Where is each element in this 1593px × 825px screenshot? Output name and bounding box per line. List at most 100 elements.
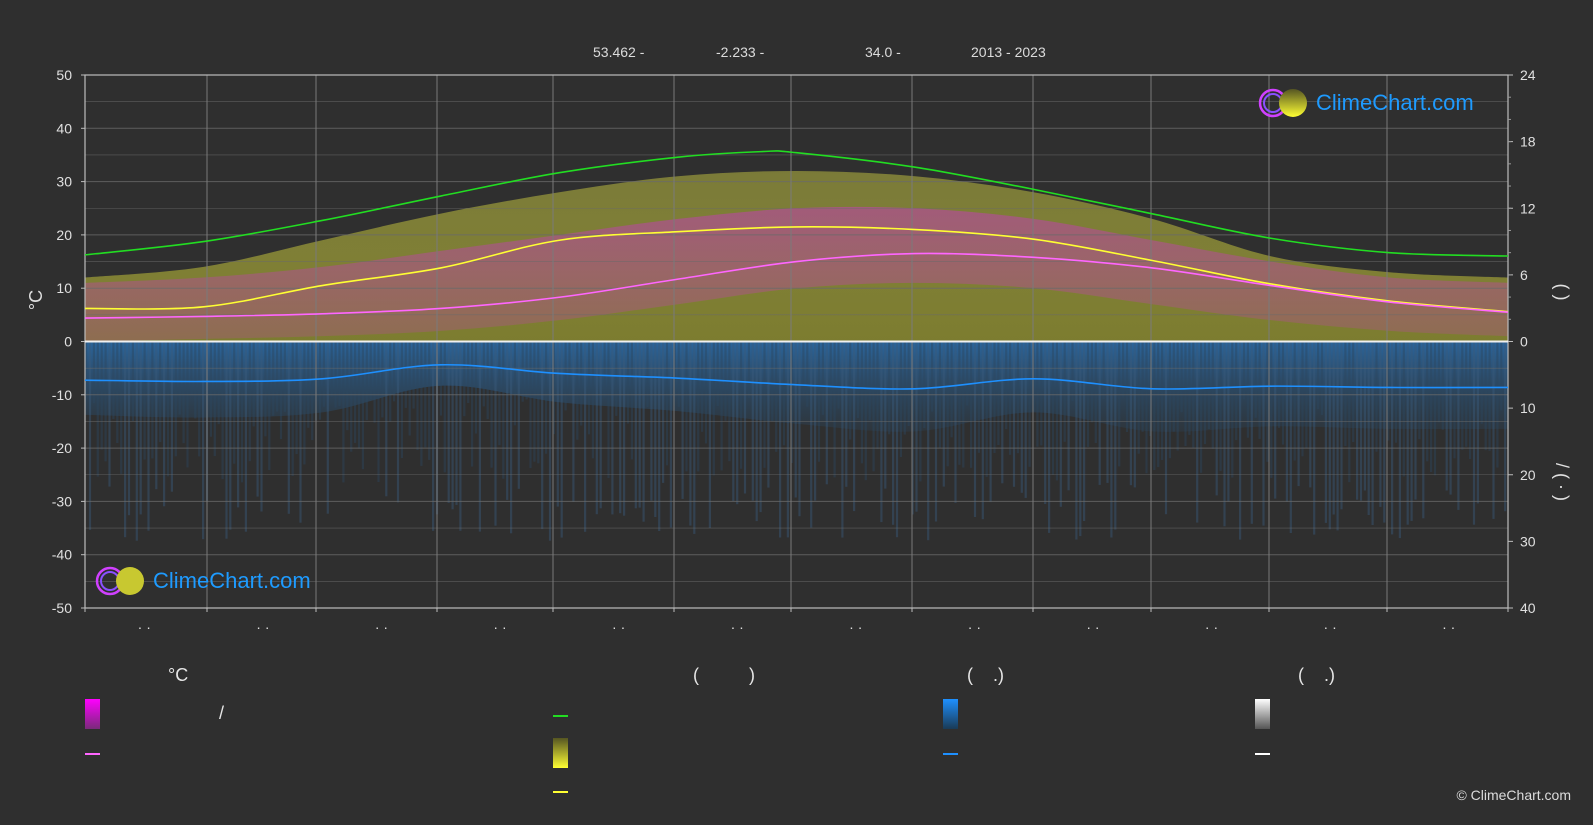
- rain-day-bar: [934, 341, 938, 522]
- rain-day-bar: [1246, 341, 1249, 438]
- rain-day-bar: [151, 341, 154, 459]
- rain-day-bar: [1383, 341, 1386, 523]
- rain-day-bar: [1094, 341, 1097, 443]
- left-tick-label: -50: [52, 600, 72, 616]
- rain-day-bar: [1118, 341, 1121, 467]
- rain-day-bar: [1278, 341, 1281, 428]
- x-tick-label: · ·: [731, 619, 744, 635]
- rain-day-bar: [888, 341, 891, 435]
- rain-day-bar: [985, 341, 988, 477]
- rain-day-bar: [1320, 341, 1324, 415]
- x-tick-label: · ·: [1086, 619, 1099, 635]
- rain-day-bar: [1476, 341, 1479, 504]
- right-tick-label-mm: 30: [1520, 533, 1536, 549]
- rain-day-bar: [701, 341, 704, 432]
- rain-day-bar: [108, 341, 111, 487]
- legend-header-temperature: °C: [168, 665, 189, 685]
- rain-day-bar: [490, 341, 493, 468]
- rain-day-bar: [763, 341, 766, 468]
- rain-day-bar: [623, 341, 626, 516]
- rain-day-bar: [272, 341, 275, 416]
- rain-day-bar: [498, 341, 501, 446]
- rain-day-bar: [502, 341, 505, 479]
- rain-day-bar: [997, 341, 1000, 445]
- rain-day-bar: [471, 341, 474, 467]
- rain-day-bar: [244, 341, 247, 532]
- rain-day-bar: [786, 341, 789, 538]
- rain-day-bar: [322, 341, 325, 407]
- rain-day-bar: [821, 341, 824, 415]
- rain-day-bar: [794, 341, 797, 498]
- rain-day-bar: [864, 341, 867, 481]
- rain-day-bar: [377, 341, 380, 482]
- logo-bottom[interactable]: ClimeChart.com: [95, 566, 311, 596]
- rain-day-bar: [1484, 341, 1487, 451]
- rain-day-bar: [1176, 341, 1179, 451]
- rain-day-bar: [1223, 341, 1226, 527]
- rain-day-bar: [681, 341, 684, 499]
- rain-day-bar: [1266, 341, 1269, 462]
- rain-day-bar: [1500, 341, 1503, 411]
- rain-day-bar: [291, 341, 294, 476]
- legend-line-daylight: [553, 715, 568, 717]
- rain-day-bar: [338, 341, 341, 407]
- rain-day-bar: [439, 341, 442, 416]
- legend-swatch-rain: [943, 699, 958, 729]
- rain-day-bar: [295, 341, 298, 455]
- rain-day-bar: [104, 341, 107, 462]
- right-tick-label-hours: 24: [1520, 67, 1536, 83]
- rain-day-bar: [389, 341, 392, 422]
- rain-day-bar: [545, 341, 548, 454]
- rain-day-bar: [790, 341, 793, 463]
- rain-day-bar: [233, 341, 236, 464]
- x-tick-label: · ·: [493, 619, 506, 635]
- rain-day-bar: [806, 341, 809, 407]
- rain-day-bar: [1394, 341, 1398, 443]
- rain-day-bar: [1430, 341, 1433, 472]
- rain-day-bar: [1348, 341, 1351, 483]
- rain-day-bar: [385, 341, 388, 497]
- rain-day-bar: [428, 341, 431, 460]
- rain-day-bar: [970, 341, 973, 468]
- rain-day-bar: [1410, 341, 1413, 521]
- rain-day-bar: [330, 341, 333, 398]
- left-axis-title: °C: [26, 290, 46, 310]
- rain-day-bar: [369, 341, 372, 399]
- rain-day-bar: [1387, 341, 1390, 441]
- rain-day-bar: [155, 341, 158, 490]
- rain-day-bar: [899, 341, 902, 457]
- chart-lines: [84, 150, 1509, 390]
- rain-day-bar: [170, 341, 173, 492]
- rain-day-bar: [759, 341, 762, 513]
- rain-day-bar: [1457, 341, 1460, 510]
- rain-day-bar: [1090, 341, 1093, 423]
- rain-day-bar: [1044, 341, 1047, 504]
- rain-day-bar: [1153, 341, 1156, 470]
- rain-day-bar: [1067, 341, 1070, 491]
- logo-top[interactable]: ClimeChart.com: [1258, 88, 1474, 118]
- rain-day-bar: [814, 341, 817, 501]
- x-tick-label: · ·: [375, 619, 388, 635]
- rain-day-bar: [1200, 341, 1203, 473]
- rain-day-bar: [1016, 341, 1019, 454]
- rain-day-bar: [178, 341, 181, 415]
- rain-day-bar: [755, 341, 758, 522]
- rain-day-bar: [973, 341, 977, 517]
- rain-day-bar: [393, 341, 396, 402]
- rain-day-bar: [354, 341, 357, 443]
- rain-day-bar: [1215, 341, 1218, 496]
- rain-day-bar: [521, 341, 524, 402]
- rain-day-bar: [1426, 341, 1429, 462]
- rain-day-bar: [194, 341, 197, 419]
- rain-day-bar: [404, 341, 407, 408]
- rain-day-bar: [603, 341, 606, 398]
- copyright: © ClimeChart.com: [1456, 787, 1571, 803]
- chart-ticks: 50 40 30 20 10 0 -10 -20 -30 -40 -50 24 18 12 6 0 10 20 30…: [52, 67, 1536, 635]
- rain-day-bar: [1133, 341, 1136, 488]
- rain-day-bar: [127, 341, 131, 516]
- rain-day-bar: [135, 341, 138, 541]
- rain-day-bar: [124, 341, 127, 538]
- right-tick-label-hours: 0: [1520, 334, 1528, 350]
- right-tick-label-hours: 6: [1520, 267, 1528, 283]
- rain-day-bar: [303, 341, 306, 465]
